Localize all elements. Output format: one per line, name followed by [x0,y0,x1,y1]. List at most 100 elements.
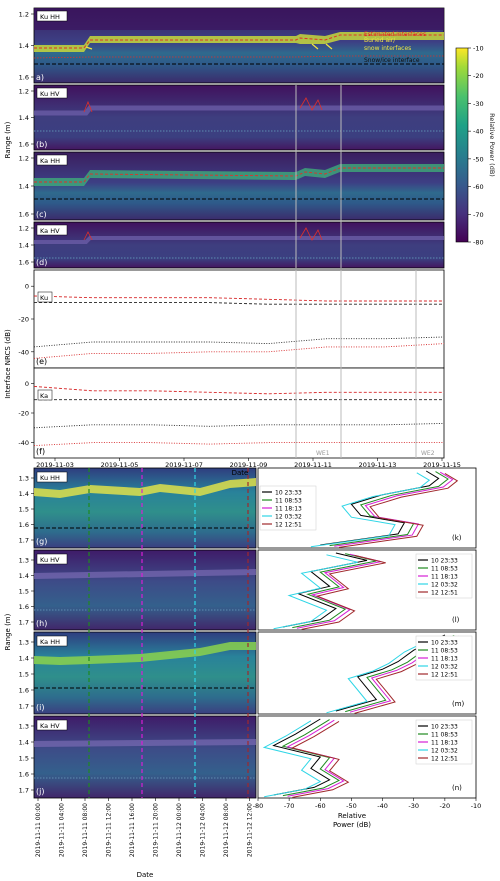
nrcs-series-e-3 [33,343,445,359]
legend-buried: Buried air/ [364,37,396,44]
zoom-ytick-label: 1.5 [19,755,29,763]
zoom-xtick-label: 2019-11-11 00:00 [35,803,42,857]
zoom-tag-j: Ka HV [40,722,60,730]
profile-letter-n: (n) [452,784,462,792]
profile-letter-k: (k) [452,534,462,542]
zoom-ytick-label: 1.3 [19,475,29,483]
heatmap-panel-c [33,151,445,221]
event-lines-top [295,85,342,268]
zoom-tag-h: Ku HV [40,556,60,564]
nrcs-ytick-label: -40 [18,439,29,447]
legend-label-2: 11 18:13 [275,506,302,513]
profile-letter-m: (m) [452,700,465,708]
profile-n-3 [262,720,322,798]
panel-tag-box [36,87,68,99]
nrcs-series-f-3 [33,442,444,447]
profile-xtick-label: -60 [315,802,326,810]
zoom-ytick-label: 1.7 [19,537,29,545]
panel-letter-b: (b) [36,140,47,149]
zoom-ytick-label: 1.6 [19,687,29,695]
profile-xtick-label: -10 [471,802,482,810]
panel-tag-a: Ku HH [40,13,60,21]
zoom-ytick-label: 1.7 [19,619,29,627]
zoom-ytick-label: 1.5 [19,506,29,514]
zoom-ytick-label: 1.4 [19,655,29,663]
legend-label-2: 11 18:13 [431,574,458,581]
cb-tick-label: -20 [473,72,484,80]
nrcs-tag-box [37,291,53,303]
legend-label-4: 12 12:51 [431,672,458,679]
profile-k-0 [320,470,440,546]
heatmap-panel-d [33,221,445,269]
nrcs-ytick-label: -40 [18,348,29,356]
legend-estimated: Estimated interfaces [364,31,426,38]
nrcs-series-f-2 [33,422,445,429]
zoom-tag-box [36,719,68,731]
nrcs-tag-f: Ka [40,392,48,400]
profile-xtick-label: -40 [377,802,388,810]
profile-xtick-label: -20 [440,802,451,810]
nrcs-panel-e [33,269,445,369]
profile-l-1 [292,553,377,629]
profile-n-1 [281,719,341,797]
profile-n-4 [290,720,350,798]
zoom-tag-i: Ka HH [40,638,60,646]
zoom-letter-h: (h) [36,619,47,628]
legend-label-2: 11 18:13 [431,740,458,747]
legend-label-4: 12 12:51 [275,522,302,529]
zoom-xtick-label: 2019-11-11 08:00 [82,803,89,857]
nrcs-series-e-1 [34,302,444,305]
zoom-ytick-label: 1.7 [19,703,29,711]
zoom-ytick-label: 1.3 [19,557,29,565]
ytick-label: 1.2 [19,11,29,19]
legend-label-0: 10 23:33 [431,640,458,647]
zoom-xtick-label: 2019-11-12 08:00 [223,803,230,857]
panel-letter-d: (d) [36,258,47,267]
nrcs-ylabel: Interface NRCS (dB) [4,329,12,399]
legend-label-4: 12 12:51 [431,756,458,763]
panel-tag-d: Ka HV [40,227,60,235]
date-xtick-label: 2019-11-07 [165,461,203,469]
ytick-label: 1.6 [19,259,29,267]
event-we2: WE2 [421,450,435,457]
zoom-xtick-label: 2019-11-11 12:00 [106,803,113,857]
heatmap-panel-h [33,549,257,631]
heatmap-panel-j [33,715,257,799]
panel-letter-a: a) [36,73,44,82]
panel-tag-box [36,10,68,22]
nrcs-ytick-label: 0 [25,380,29,388]
ytick-label: 1.4 [19,114,29,122]
zoom-xtick-label: 2019-11-12 04:00 [200,803,207,857]
date-xtick-label: 2019-11-13 [359,461,397,469]
ylabel-top: Range (m) [4,121,12,158]
nrcs-tag-e: Ku [40,294,48,302]
legend-label-1: 11 08:53 [275,498,302,505]
ytick-label: 1.2 [19,88,29,96]
profile-l-2 [296,553,382,629]
legend-label-3: 12 03:32 [275,514,302,521]
legend-label-3: 12 03:32 [431,748,458,755]
profile-n-0 [272,718,331,796]
zoom-xlabel: Date [137,871,154,879]
legend-snowice: Snow/ice interface [364,57,420,64]
zoom-tag-box [36,553,68,565]
profile-xtick-label: -30 [408,802,419,810]
date-xtick-label: 2019-11-09 [230,461,268,469]
zoom-letter-g: (g) [36,537,47,546]
cb-tick-label: -30 [473,100,484,108]
ytick-label: 1.4 [19,242,29,250]
profile-letter-l: (l) [452,616,460,624]
cb-tick-label: -70 [473,211,484,219]
cb-tick-label: -50 [473,155,484,163]
zoom-xtick-label: 2019-11-11 20:00 [153,803,160,857]
ytick-label: 1.2 [19,225,29,233]
profile-k-1 [329,471,449,547]
profile-n-2 [286,719,345,797]
panel-tag-box [36,154,68,166]
zoom-letter-j: (j) [36,787,44,796]
zoom-ytick-label: 1.6 [19,521,29,529]
zoom-tag-box [36,635,68,647]
zoom-ytick-label: 1.3 [19,639,29,647]
colorbar: -10 -20 -30 -40 -50 -60 -70 -80 Relative Power … [455,45,496,247]
